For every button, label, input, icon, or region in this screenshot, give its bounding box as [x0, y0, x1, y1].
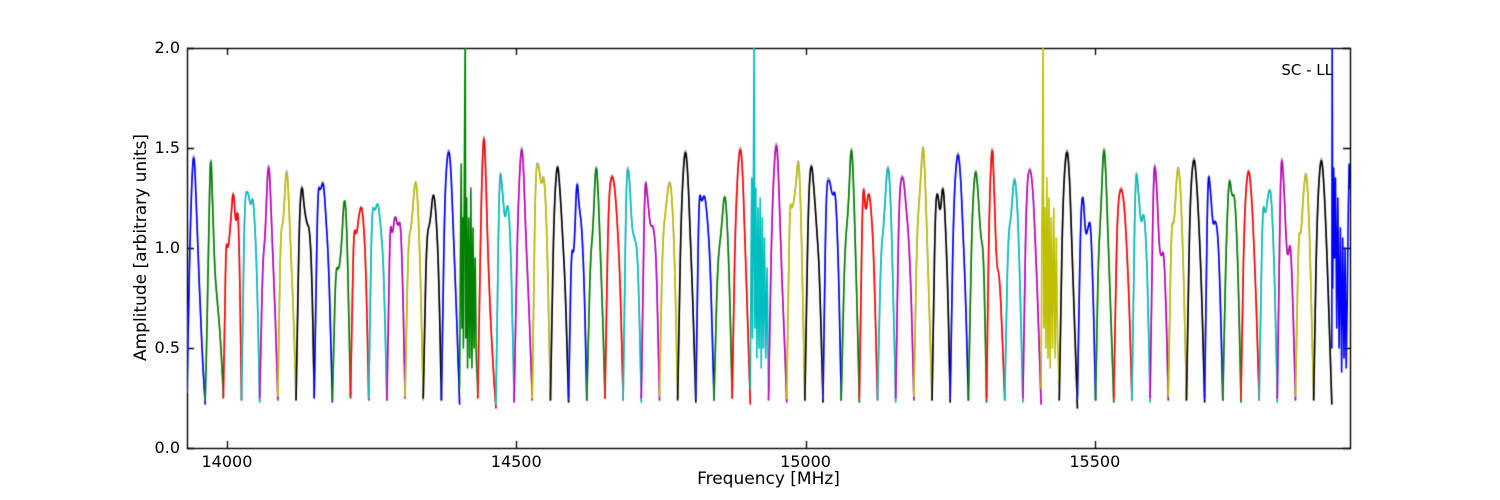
y-tick-label: 0.0 — [154, 438, 180, 457]
y-tick-label: 1.5 — [154, 138, 180, 157]
y-tick-label: 2.0 — [154, 38, 180, 57]
x-tick-label: 15500 — [1069, 452, 1121, 471]
y-tick-label: 0.5 — [154, 338, 180, 357]
x-axis-label: Frequency [MHz] — [697, 469, 840, 489]
x-tick-label: 14000 — [201, 452, 253, 471]
y-tick-label: 1.0 — [154, 238, 180, 257]
x-tick-label: 15000 — [780, 452, 831, 471]
x-tick-label: 14500 — [490, 452, 542, 471]
y-axis-label: Amplitude [arbitrary units] — [131, 134, 151, 362]
correlation-annotation: SC - LL — [1281, 61, 1333, 79]
y-axis-label-wrap: Amplitude [arbitrary units] — [130, 48, 152, 448]
